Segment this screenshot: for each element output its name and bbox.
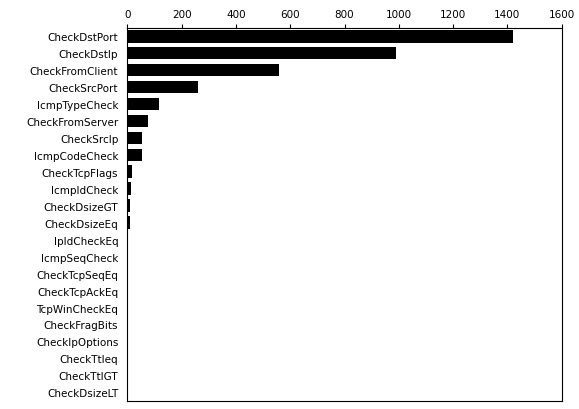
Bar [127,200,130,213]
Bar [127,217,130,229]
Bar [127,99,159,111]
Bar [127,115,148,128]
Bar [127,65,279,77]
Bar [127,132,142,145]
Bar [127,48,396,61]
Bar [127,149,142,162]
Bar [127,81,198,94]
Bar [127,31,513,43]
Bar [127,166,132,179]
Bar [127,234,129,247]
Bar [127,183,131,196]
